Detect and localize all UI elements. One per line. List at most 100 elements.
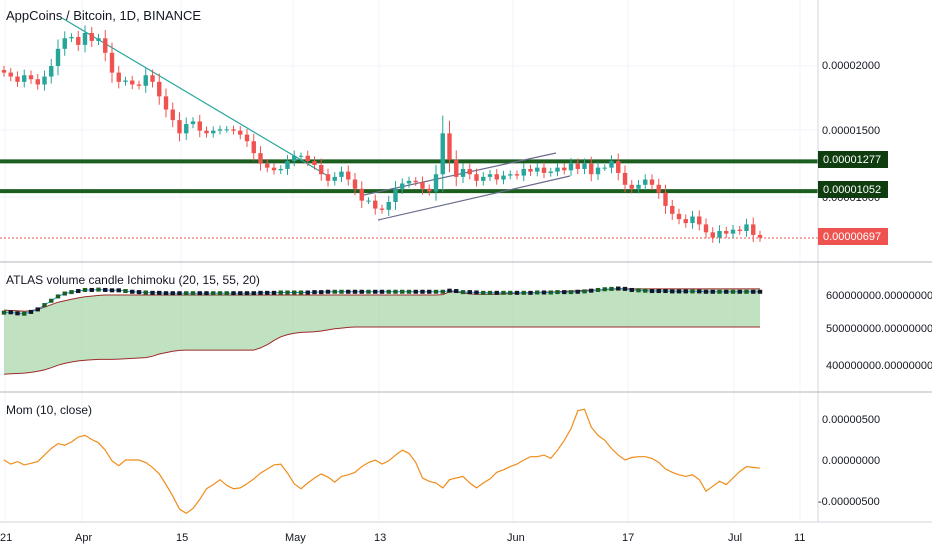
volume-candle-mark [143,290,148,295]
volume-candle-mark [589,288,594,293]
volume-candle-mark [211,291,216,296]
candle-body [1,70,7,73]
volume-candle-mark [427,289,432,294]
time-tick: 11 [794,532,805,544]
volume-candle-mark [157,290,162,295]
volume-candle-mark [28,309,34,314]
volume-candle-mark [15,311,20,316]
channel-upper-line[interactable] [363,152,557,196]
candle-body [339,171,344,177]
volume-candle-mark [730,289,736,294]
candle-body [305,155,310,162]
volume-candle-mark [406,289,412,294]
time-tick: 21 [0,532,12,544]
candle-body [467,168,472,175]
time-tick: Apr [75,532,92,544]
volume-candle-mark [636,288,641,293]
candle-body [379,208,385,210]
volume-candle-mark [548,290,553,295]
candle-body [670,205,675,214]
candle-body [116,72,121,82]
volume-candle-mark [332,289,337,294]
candle-body [406,180,412,184]
candle-body [271,167,277,171]
candle-body [258,153,263,164]
volume-candle-mark [622,286,628,291]
candle-body [521,168,526,176]
volume-candle-mark [116,288,121,293]
volume-candle-mark [170,291,175,296]
price-axis[interactable]: 0.00002000 0.00001500 0.00001000 0.00001… [817,0,932,522]
descending-trendline[interactable] [61,17,329,177]
candle-body [413,180,418,183]
candle-body [717,231,722,238]
candle-body [224,129,229,131]
volume-candle-mark [514,290,520,295]
candle-body [130,80,135,85]
volume-candle-mark [440,289,445,294]
candle-body [55,48,61,66]
candle-body [643,179,648,185]
time-axis[interactable]: 21 Apr 15 May 13 Jun 17 Jul 11 [0,521,932,544]
candle-body [501,175,506,180]
resistance-price-label: 0.00001277 [823,154,881,166]
ichimoku-lagging-line [3,326,760,375]
volume-candle-mark [420,289,425,294]
resistance-price-tag: 0.00001277 [818,151,888,168]
candle-body [96,38,101,41]
candle-body [359,188,364,201]
candle-body [460,168,466,177]
candle-body [62,38,67,49]
ichimoku-panel: ATLAS volume candle Ichimoku (20, 15, 55… [1,273,763,375]
candle-body [285,161,290,169]
price-panel: AppCoins / Bitcoin, 1D, BINANCE [0,8,818,244]
volume-candle-mark [359,289,364,294]
volume-candle-mark [184,291,189,296]
volume-candle-mark [244,291,250,296]
candle-body [15,76,20,82]
volume-candle-mark [643,288,648,293]
candle-body [123,80,128,82]
candle-body [710,232,715,238]
volume-candle-mark [751,289,756,294]
candle-body [82,33,88,45]
candle-body [528,168,533,172]
volume-candle-mark [710,289,715,294]
volume-candle-mark [393,289,398,294]
candle-body [157,81,162,97]
volume-candle-mark [744,289,749,294]
volume-candle-mark [501,290,506,295]
channel-lower-line[interactable] [377,175,571,221]
candle-body [427,188,432,192]
volume-candle-mark [575,289,580,294]
horizontal-levels [0,159,818,194]
volume-candle-mark [103,287,108,292]
candle-body [184,124,189,134]
candle-body [730,229,736,234]
momentum-panel: Mom (10, close) [3,403,761,515]
volume-candle-mark [1,310,7,315]
volume-candle-mark [541,290,547,295]
volume-candle-mark [325,289,331,294]
price-tick: 0.00001500 [822,125,880,137]
volume-candle-mark [757,289,763,294]
candle-body [541,167,547,173]
candle-body [265,163,270,168]
volume-candle-mark [190,291,196,296]
volume-candle-mark [130,289,135,294]
volume-candle-mark [298,290,304,295]
candle-body [197,121,202,131]
candle-body [22,75,27,82]
volume-candle-mark [177,291,182,296]
ichimoku-lines [1,286,763,375]
volume-candle-mark [42,303,47,308]
volume-candle-mark [22,311,27,316]
candle-body [508,174,513,176]
candle-body [690,216,695,224]
candle-body [656,184,661,193]
volume-candle-mark [271,290,277,295]
volume-candle-mark [55,294,61,299]
volume-candle-mark [346,289,351,294]
time-tick: 13 [374,532,386,544]
candle-body [332,176,337,181]
